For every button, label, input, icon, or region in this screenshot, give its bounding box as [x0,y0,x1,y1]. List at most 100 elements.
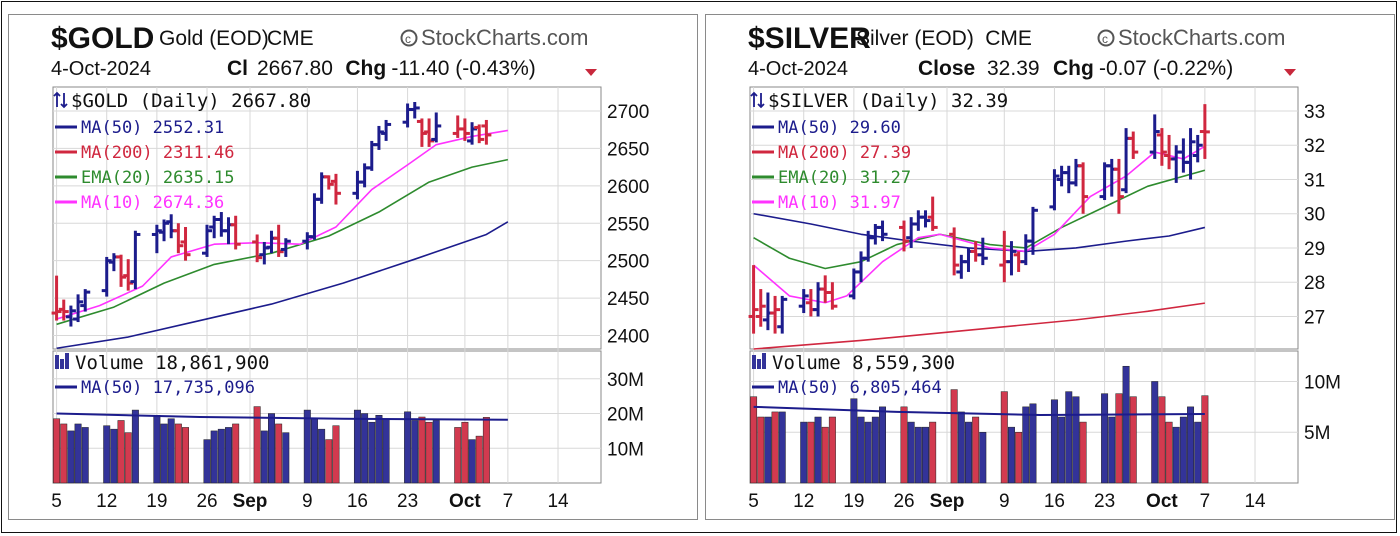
ohlc-bar [73,294,84,323]
ohlc-bar [280,238,291,257]
volume-bar [210,430,218,484]
volume-bar [1029,403,1037,484]
volume-ma50-line [56,412,508,421]
price-tick-label: 2450 [607,289,649,310]
ohlc-bar [65,305,76,327]
volume-bar [260,430,268,484]
x-tick-label: 26 [893,491,914,512]
volume-bar [1108,416,1116,484]
close-value: 32.39 [987,57,1040,80]
volume-bar [461,421,469,484]
ohlc-bar [1156,128,1167,166]
volume-bar [404,411,412,484]
volume-bar [60,423,68,484]
date-label: 4-Oct-2024 [51,58,151,80]
ohlc-bar [920,210,931,228]
volume-bar [368,421,376,484]
volume-bar [979,431,987,484]
ohlc-bar [80,289,91,312]
volume-bar [53,418,61,484]
price-tick-label: 32 [1304,136,1325,157]
volume-bar [1079,421,1087,484]
volume-bar [318,428,326,484]
symbol-title: $SILVER [748,22,871,55]
ohlc-bar [481,119,492,145]
volume-legend-icon [762,353,766,369]
price-tick-label: 31 [1304,170,1325,191]
volume-bar [131,409,139,484]
volume-tick-label: 30M [607,370,644,391]
exchange-label: CME [985,27,1032,50]
price-tick-label: 29 [1304,239,1325,260]
volume-bar [375,415,383,484]
volume-bar [411,420,419,484]
price-tick-label: 2700 [607,102,649,123]
ma200-legend-text: MA(200) 27.39 [778,143,911,163]
x-tick-label: 16 [1044,491,1065,512]
x-tick-label: 14 [1244,491,1266,512]
x-tick-label: 26 [196,491,217,512]
volume-bar [182,427,189,484]
volume-bar [382,418,390,484]
legend-title: $SILVER (Daily) 32.39 [768,90,1008,112]
volume-bar [225,427,232,484]
ma200-legend-text: MA(200) 2311.46 [81,143,235,163]
volume-tick-label: 5M [1304,423,1330,444]
chg-value: -0.07 (-0.22%) [1099,57,1233,80]
volume-bar [217,428,225,484]
volume-bar [232,423,240,484]
price-tick-label: 2550 [607,214,649,235]
volume-bar [864,421,872,484]
volume-bar [67,430,75,484]
ohlc-bar [1192,134,1203,163]
volume-bar [353,409,361,484]
volume-bar [764,416,772,484]
volume-bar [907,421,915,484]
price-tick-label: 28 [1304,273,1325,294]
x-tick-label: 9 [302,491,313,512]
volume-bar [750,396,758,484]
close-label: Cl [227,57,248,80]
volume-bar [972,416,980,484]
volume-bar [900,406,908,484]
ohlc-bar [252,234,263,263]
price-tick-label: 2400 [607,327,649,348]
ohlc-bar [977,237,988,266]
volume-bar [1015,431,1023,484]
volume-bar [332,425,340,484]
x-tick-label: 5 [748,491,759,512]
volume-bar [1129,396,1137,484]
ohlc-bar [1049,169,1060,211]
ohlc-bar [899,220,910,252]
volume-tick-label: 10M [607,439,644,460]
volume-bar [850,398,858,484]
volume-bar [282,432,290,484]
volume-tick-label: 20M [607,405,644,426]
x-tick-label: 16 [347,491,368,512]
exchange-label: CME [267,27,314,50]
volume-bar [1007,426,1015,484]
ma50-legend-text: MA(50) 2552.31 [81,118,224,138]
volume-bar [1187,406,1195,484]
price-tick-label: 2650 [607,139,649,160]
ohlc-bar [130,230,141,290]
ohlc-bar [381,119,392,141]
chg-value: -11.40 (-0.43%) [391,57,535,80]
volume-legend-icon [55,355,59,369]
instrument-name: Silver (EOD) [856,27,974,50]
volume-legend-icon [65,353,69,369]
price-tick-label: 2600 [607,177,649,198]
x-tick-label: 23 [1094,491,1115,512]
ohlc-bar [949,227,960,276]
source-label: StockCharts.com [1118,25,1286,50]
volume-bar [957,411,965,484]
copyright-icon [1097,29,1115,47]
volume-bar [418,416,426,484]
gold-chart-panel: $GOLD Gold (EOD) CME c StockCharts.com 4-Oct-… [8,14,698,520]
volume-bar [914,426,922,484]
chg-label: Chg [1053,57,1094,80]
ohlc-bar [877,220,888,242]
volume-ma-text: MA(50) 6,805,464 [778,378,942,398]
x-tick-label: 9 [999,491,1010,512]
volume-legend-icon [757,359,761,369]
